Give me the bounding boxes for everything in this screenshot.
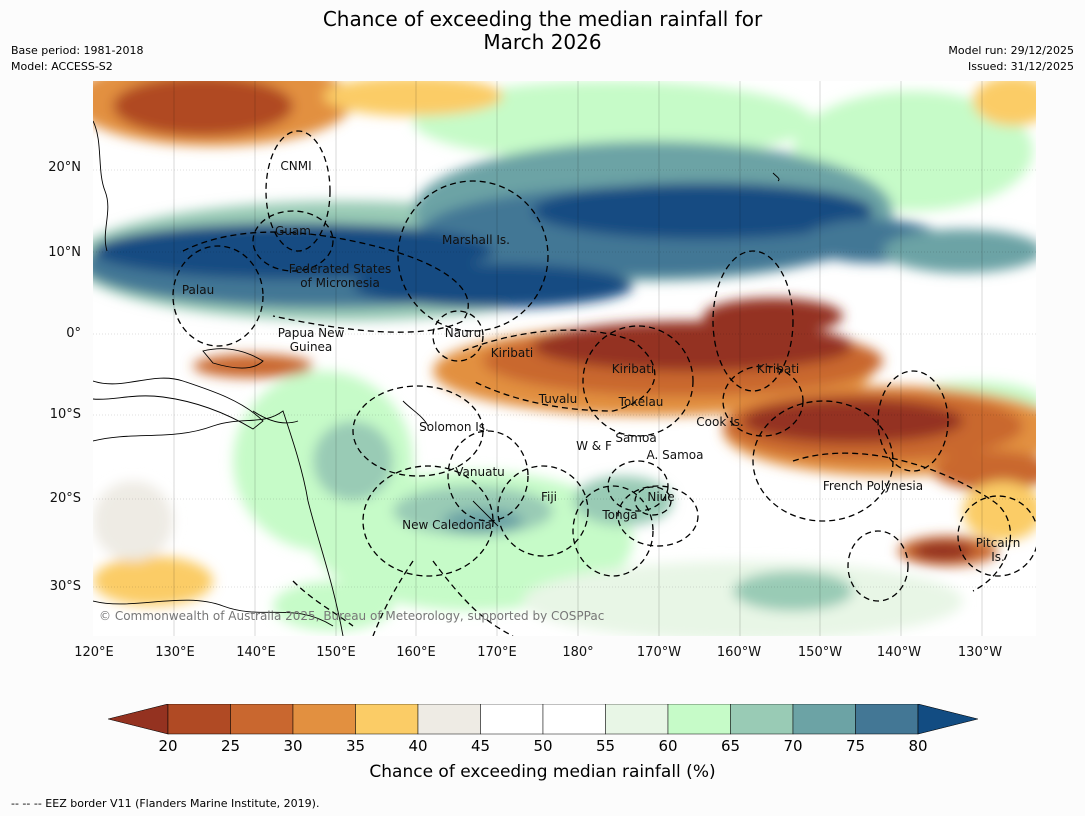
colorbar-tick-label: 55 bbox=[595, 737, 616, 755]
label-tokelau: Tokelau bbox=[618, 395, 664, 409]
lon-tick: 160°W bbox=[716, 645, 762, 660]
lon-tick: 170°E bbox=[477, 645, 517, 660]
colorbar-segment bbox=[292, 704, 356, 735]
colorbar-tick-label: 40 bbox=[408, 737, 428, 755]
label-nauru: Nauru bbox=[444, 326, 482, 340]
meta-left: Base period: 1981-2018 Model: ACCESS-S2 bbox=[11, 43, 143, 75]
label-pitcairn-line1: Pitcairn bbox=[975, 536, 1021, 550]
eez-legend: -- -- -- EEZ border V11 (Flanders Marine… bbox=[11, 797, 320, 810]
chart-title: Chance of exceeding the median rainfall … bbox=[0, 8, 1085, 54]
label-wallis-futuna: W & F bbox=[576, 439, 612, 453]
colorbar bbox=[108, 704, 978, 735]
label-fsm-line2: of Micronesia bbox=[300, 276, 380, 290]
coastlines bbox=[93, 120, 780, 636]
colorbar-tick-label: 70 bbox=[783, 737, 803, 755]
lat-tick: 30°S bbox=[49, 579, 81, 594]
lat-tick: 20°N bbox=[48, 160, 81, 175]
label-cook-is: Cook Is. bbox=[696, 415, 744, 429]
lon-tick: 130°E bbox=[155, 645, 195, 660]
label-fsm-line1: Federated States bbox=[288, 262, 392, 276]
rainfall-map: CNMI Guam Marshall Is. Federated States … bbox=[93, 81, 1036, 636]
label-solomon-is: Solomon Is. bbox=[419, 420, 489, 434]
issued-date: Issued: 31/12/2025 bbox=[967, 60, 1074, 73]
label-png-line2: Guinea bbox=[289, 340, 333, 354]
base-period: Base period: 1981-2018 bbox=[11, 44, 144, 57]
label-cnmi: CNMI bbox=[280, 159, 312, 173]
lon-tick: 150°W bbox=[797, 645, 843, 660]
label-kiribati-east: Kiribati bbox=[756, 362, 800, 376]
lon-tick: 160°E bbox=[396, 645, 436, 660]
colorbar-extend-low bbox=[108, 704, 169, 735]
colorbar-segments bbox=[108, 704, 978, 735]
label-palau: Palau bbox=[181, 283, 215, 297]
label-pitcairn-line2: Is. bbox=[991, 550, 1005, 564]
lon-tick: 140°W bbox=[876, 645, 922, 660]
lat-tick: 10°S bbox=[49, 407, 81, 422]
model-run: Model run: 29/12/2025 bbox=[948, 44, 1074, 57]
label-png-line1: Papua New bbox=[277, 326, 345, 340]
lon-tick: 120°E bbox=[74, 645, 114, 660]
colorbar-segment bbox=[417, 704, 481, 735]
lon-tick: 130°W bbox=[957, 645, 1003, 660]
label-fiji: Fiji bbox=[540, 490, 558, 504]
colorbar-tick-label: 25 bbox=[220, 737, 241, 755]
colorbar-tick-label: 75 bbox=[845, 737, 866, 755]
copyright-notice: © Commonwealth of Australia 2025, Bureau… bbox=[99, 609, 605, 623]
colorbar-segment bbox=[855, 704, 919, 735]
colorbar-tick-label: 50 bbox=[533, 737, 553, 755]
colorbar-segment bbox=[792, 704, 856, 735]
label-samoa: Samoa bbox=[615, 431, 657, 445]
lon-tick: 170°W bbox=[636, 645, 682, 660]
label-tonga: Tonga bbox=[602, 508, 638, 522]
lat-tick: 20°S bbox=[49, 491, 81, 506]
colorbar-segment bbox=[730, 704, 794, 735]
label-tuvalu: Tuvalu bbox=[538, 392, 578, 406]
lat-tick: 0° bbox=[66, 326, 81, 341]
colorbar-segment bbox=[542, 704, 606, 735]
label-kiribati-central: Kiribati bbox=[611, 362, 655, 376]
label-guam: Guam bbox=[275, 224, 311, 238]
label-marshall-is: Marshall Is. bbox=[442, 233, 510, 247]
label-american-samoa: A. Samoa bbox=[646, 448, 704, 462]
model-name: Model: ACCESS-S2 bbox=[11, 60, 113, 73]
eez-borders bbox=[172, 130, 1036, 636]
colorbar-tick-label: 20 bbox=[158, 737, 178, 755]
title-line-2: March 2026 bbox=[483, 30, 602, 54]
colorbar-segment bbox=[230, 704, 294, 735]
rainfall-field bbox=[93, 81, 1036, 636]
lat-tick: 10°N bbox=[48, 245, 81, 260]
label-vanuatu: Vanuatu bbox=[455, 465, 505, 479]
label-niue: Niue bbox=[647, 490, 675, 504]
latlon-grid bbox=[93, 81, 1036, 636]
colorbar-segment bbox=[667, 704, 731, 735]
lon-tick: 140°E bbox=[236, 645, 276, 660]
colorbar-segment bbox=[605, 704, 669, 735]
title-line-1: Chance of exceeding the median rainfall … bbox=[322, 7, 763, 31]
colorbar-tick-label: 45 bbox=[470, 737, 491, 755]
colorbar-segment bbox=[167, 704, 231, 735]
lon-tick: 150°E bbox=[316, 645, 356, 660]
label-french-polynesia: French Polynesia bbox=[822, 479, 924, 493]
lon-tick: 180° bbox=[562, 645, 594, 660]
colorbar-title: Chance of exceeding median rainfall (%) bbox=[369, 762, 716, 782]
map-field bbox=[93, 81, 1036, 636]
colorbar-segment bbox=[355, 704, 419, 735]
colorbar-tick-label: 80 bbox=[908, 737, 928, 755]
colorbar-tick-label: 65 bbox=[720, 737, 741, 755]
colorbar-tick-label: 60 bbox=[658, 737, 678, 755]
colorbar-tick-label: 35 bbox=[345, 737, 366, 755]
meta-right: Model run: 29/12/2025 Issued: 31/12/2025 bbox=[948, 43, 1074, 75]
label-kiribati-west: Kiribati bbox=[490, 346, 534, 360]
label-new-caledonia: New Caledonia bbox=[402, 518, 492, 532]
colorbar-extend-high bbox=[917, 704, 978, 735]
colorbar-tick-label: 30 bbox=[283, 737, 303, 755]
colorbar-segment bbox=[480, 704, 544, 735]
